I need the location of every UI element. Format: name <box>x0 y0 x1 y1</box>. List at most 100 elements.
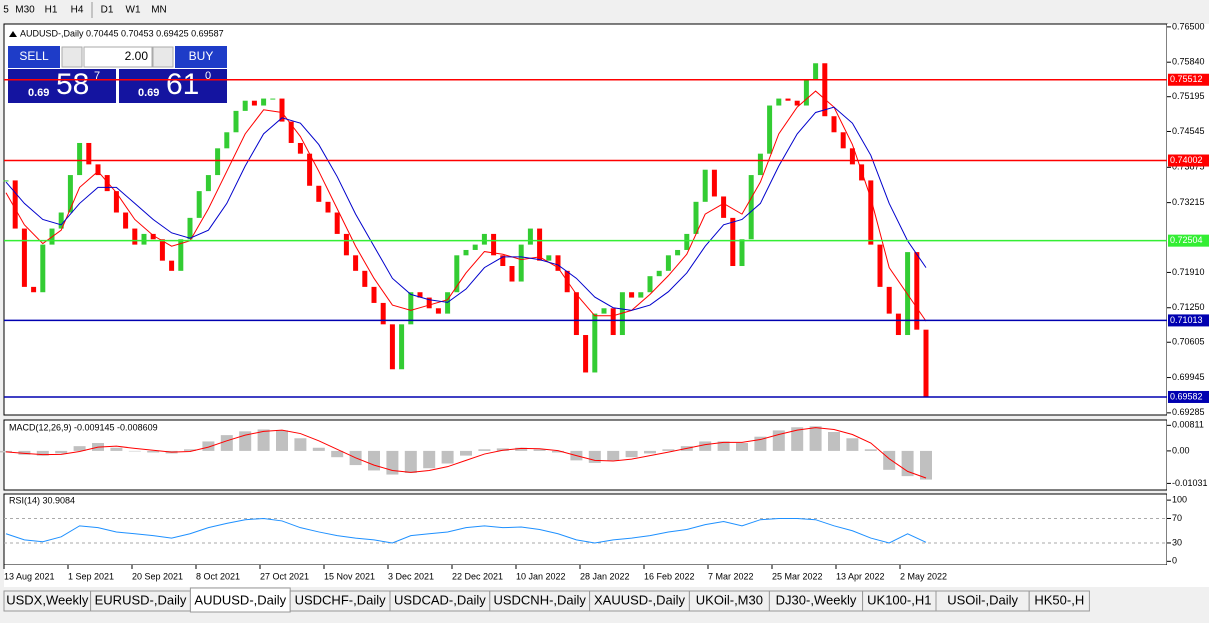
candle <box>40 244 46 293</box>
toolbar-button[interactable]: M30 <box>15 5 35 16</box>
sell-label: SELL <box>19 49 49 63</box>
y-tick-label: 0.00 <box>1172 445 1190 455</box>
date-label: 13 Aug 2021 <box>4 571 55 581</box>
toolbar-button[interactable]: W1 <box>126 5 141 16</box>
macd-bar <box>220 435 233 451</box>
level-tag <box>1168 314 1209 327</box>
candle <box>684 233 690 250</box>
candle <box>656 270 662 277</box>
rsi-line <box>5 517 927 544</box>
date-label: 7 Mar 2022 <box>708 571 754 581</box>
candle <box>132 228 138 245</box>
candle <box>233 110 239 133</box>
buy-button[interactable] <box>175 46 227 68</box>
candle <box>629 292 635 298</box>
header-icon <box>9 31 17 37</box>
date-label: 10 Jan 2022 <box>516 571 566 581</box>
candle <box>831 116 837 133</box>
macd-bar <box>128 450 141 452</box>
candle <box>261 98 267 106</box>
candle <box>886 286 892 314</box>
candle <box>454 255 460 293</box>
candle <box>380 302 386 325</box>
rsi-label: RSI(14) 30.9084 <box>9 495 75 505</box>
candle <box>307 153 313 186</box>
candle <box>325 201 331 213</box>
tab-label: USDCNH-,Daily <box>493 592 586 607</box>
toolbar-button[interactable]: D1 <box>101 5 114 16</box>
candle <box>242 100 248 111</box>
candle <box>527 228 533 245</box>
sell-button[interactable] <box>8 46 60 68</box>
lot-input[interactable] <box>83 46 153 68</box>
trade-panel: SELL 2.00 BUY 0.69 58 7 0.69 61 0 <box>8 46 228 103</box>
y-tick-label: 0.69285 <box>1172 407 1205 417</box>
macd-bar <box>625 450 638 458</box>
date-label: 13 Apr 2022 <box>836 571 885 581</box>
candle <box>426 297 432 309</box>
macd-bar <box>607 450 620 461</box>
candle <box>343 233 349 256</box>
tab-label: USDX,Weekly <box>6 592 89 607</box>
candle <box>251 100 257 106</box>
candle <box>592 313 598 373</box>
tab-label: HK50-,H <box>1034 592 1084 607</box>
tab[interactable] <box>1028 590 1090 612</box>
candle <box>316 185 322 202</box>
level-label: 0.74002 <box>1170 155 1203 165</box>
macd-bar <box>699 441 712 451</box>
sell-price-box[interactable] <box>8 69 116 103</box>
candle <box>77 142 83 176</box>
macd-bar <box>202 441 215 451</box>
y-tick-label: 0 <box>1172 556 1177 566</box>
candle <box>555 255 561 271</box>
candle <box>776 98 782 106</box>
y-tick-label: 0.70605 <box>1172 337 1205 347</box>
candle <box>518 244 524 282</box>
candle <box>647 276 653 293</box>
candle <box>58 212 64 229</box>
y-tick-label: 100 <box>1172 494 1187 504</box>
price-axis <box>1167 24 1209 565</box>
macd-bar <box>110 447 123 451</box>
level-label: 0.75512 <box>1170 74 1203 84</box>
candle <box>408 292 414 325</box>
toolbar-button[interactable]: 5 <box>3 5 9 16</box>
candle <box>353 255 359 271</box>
y-tick-label: 0.74545 <box>1172 126 1205 136</box>
macd-bar <box>478 449 491 451</box>
candle <box>187 217 193 240</box>
candle <box>178 239 184 271</box>
candle <box>785 98 791 101</box>
macd-panel <box>3 419 1168 491</box>
lot-value: 2.00 <box>125 49 149 63</box>
date-label: 28 Jan 2022 <box>580 571 630 581</box>
buy-price-main: 61 <box>166 68 199 101</box>
toolbar-button[interactable]: MN <box>151 5 167 16</box>
lot-up[interactable] <box>152 46 174 68</box>
candle <box>840 132 846 149</box>
macd-bar <box>386 450 399 475</box>
macd-bar <box>920 450 932 480</box>
sell-price-big: 0.69 <box>28 87 49 99</box>
buy-price-box[interactable] <box>119 69 227 103</box>
candle <box>224 132 230 149</box>
tab-label: UKOil-,M30 <box>696 592 763 607</box>
candle <box>371 286 377 303</box>
tab-label: USDCAD-,Daily <box>394 592 486 607</box>
tab[interactable] <box>189 587 291 613</box>
toolbar-button[interactable]: H4 <box>71 5 84 16</box>
lot-down[interactable] <box>61 46 83 68</box>
candle <box>665 255 671 271</box>
macd-bar <box>717 441 730 451</box>
date-label: 16 Feb 2022 <box>644 571 695 581</box>
y-tick-label: 0.75195 <box>1172 91 1205 101</box>
candle <box>435 308 441 314</box>
macd-bar <box>276 430 288 451</box>
candle <box>399 324 405 370</box>
candle <box>463 249 469 256</box>
candle <box>500 255 506 267</box>
macd-bar <box>147 450 160 453</box>
toolbar-button[interactable]: H1 <box>45 5 58 16</box>
